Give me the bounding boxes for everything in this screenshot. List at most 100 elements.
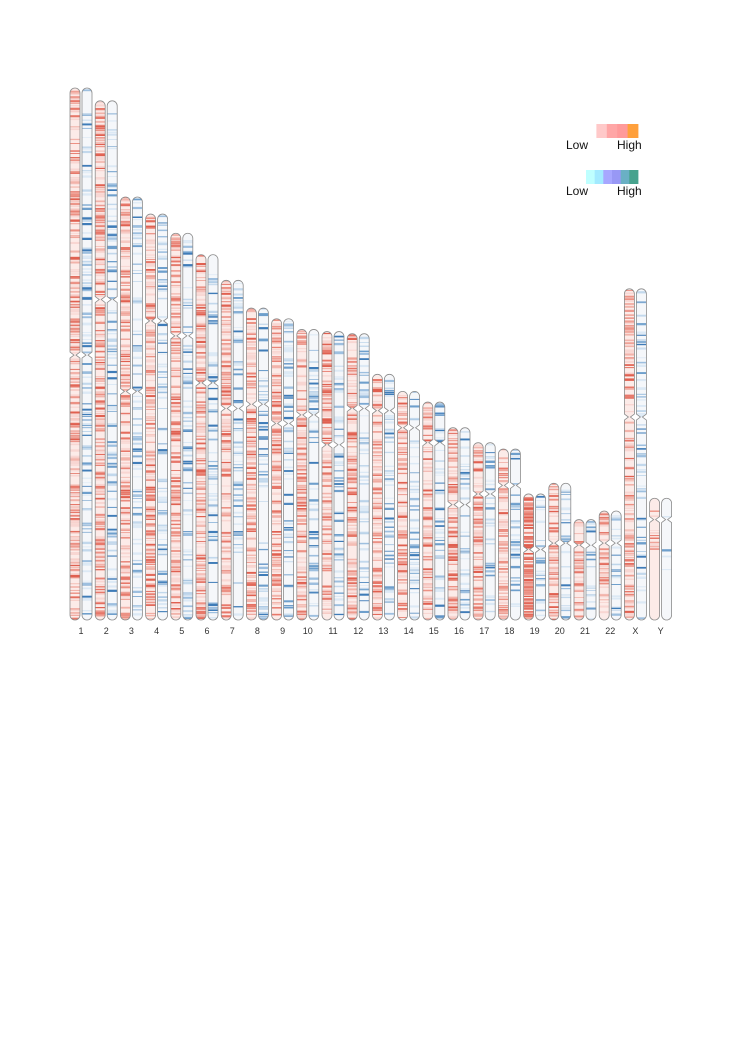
heat-band xyxy=(82,508,92,511)
heat-band xyxy=(107,555,118,557)
heat-band xyxy=(70,105,80,107)
heat-band xyxy=(170,437,181,439)
heat-band xyxy=(397,458,408,460)
heat-band xyxy=(70,284,80,286)
heat-band xyxy=(170,245,181,247)
heat-band xyxy=(473,566,484,569)
heat-band xyxy=(624,468,635,470)
heat-band xyxy=(221,280,232,282)
heat-band xyxy=(448,434,458,436)
heat-band xyxy=(397,568,408,570)
heat-band xyxy=(120,572,131,574)
heat-band xyxy=(120,338,131,340)
heat-band xyxy=(296,613,307,616)
heat-band xyxy=(283,470,294,472)
heat-band xyxy=(145,536,156,538)
heat-band xyxy=(246,583,257,586)
heat-band xyxy=(233,454,244,456)
heat-band xyxy=(70,236,80,238)
heat-band xyxy=(258,474,269,476)
heat-band xyxy=(70,599,80,601)
heat-band xyxy=(624,345,635,348)
heat-band xyxy=(170,298,181,300)
heat-band xyxy=(132,245,143,248)
heat-band xyxy=(132,318,143,321)
heat-band xyxy=(434,597,445,600)
heat-band xyxy=(334,377,344,380)
heat-band xyxy=(82,114,92,116)
heat-band xyxy=(95,513,106,515)
heat-band xyxy=(95,290,106,293)
heat-band xyxy=(145,360,156,362)
heat-band xyxy=(460,482,470,485)
heat-band xyxy=(574,559,584,560)
heat-band xyxy=(271,537,282,539)
heat-band xyxy=(170,385,181,388)
heat-band xyxy=(170,439,181,441)
heat-band xyxy=(473,552,484,554)
heat-band xyxy=(95,248,106,251)
heat-band xyxy=(460,574,470,577)
heat-band xyxy=(560,522,571,524)
heat-band xyxy=(296,479,307,481)
heat-band xyxy=(448,491,458,493)
chromosome-3: 3 xyxy=(120,196,143,636)
heat-band xyxy=(221,301,232,303)
heat-band xyxy=(473,483,484,484)
heat-band xyxy=(448,479,458,481)
heat-band xyxy=(196,438,206,440)
heat-band xyxy=(246,605,257,608)
heat-band xyxy=(473,558,484,560)
heat-band xyxy=(221,414,232,416)
heat-band xyxy=(384,598,395,601)
heat-band xyxy=(448,531,458,534)
heat-band xyxy=(82,500,92,501)
heat-band xyxy=(359,393,370,395)
heat-band xyxy=(170,531,181,532)
heat-band xyxy=(208,562,218,564)
chromosome-outline xyxy=(573,519,585,621)
heat-band xyxy=(221,360,232,363)
heat-band xyxy=(182,460,193,463)
heat-band xyxy=(95,157,106,160)
heat-band xyxy=(347,423,358,424)
heat-band xyxy=(599,523,610,525)
heat-band xyxy=(208,315,218,318)
heat-band xyxy=(145,451,156,454)
heat-band xyxy=(384,465,395,467)
heat-band xyxy=(548,596,559,598)
heat-band xyxy=(132,347,143,350)
heat-band xyxy=(322,557,332,560)
heat-band xyxy=(246,462,257,464)
chromosome-11: 11 xyxy=(321,331,345,636)
heat-band xyxy=(233,418,244,421)
heat-band xyxy=(523,537,534,540)
heat-band xyxy=(397,550,408,552)
heat-band xyxy=(132,443,143,445)
heat-band xyxy=(182,377,193,378)
heat-band xyxy=(145,601,156,602)
red-track-19 xyxy=(523,493,534,620)
heat-band xyxy=(574,541,584,543)
heat-band xyxy=(70,172,80,174)
heat-band xyxy=(70,363,80,365)
heat-band xyxy=(107,239,118,242)
heat-band xyxy=(548,581,559,583)
heat-band xyxy=(120,222,131,224)
heat-band xyxy=(523,511,534,514)
heat-band xyxy=(334,405,344,408)
heat-band xyxy=(384,472,395,475)
chromosome-outline xyxy=(422,401,434,621)
heat-band xyxy=(258,308,269,310)
heat-band xyxy=(510,558,521,560)
heat-band xyxy=(107,456,118,457)
heat-band xyxy=(473,512,484,514)
heat-band xyxy=(422,544,433,547)
heat-band xyxy=(473,587,484,590)
heat-band xyxy=(334,437,344,439)
heat-band xyxy=(397,562,408,564)
heat-band xyxy=(296,383,307,385)
heat-band xyxy=(359,465,370,468)
heat-band xyxy=(498,457,509,460)
heat-band xyxy=(120,381,131,384)
